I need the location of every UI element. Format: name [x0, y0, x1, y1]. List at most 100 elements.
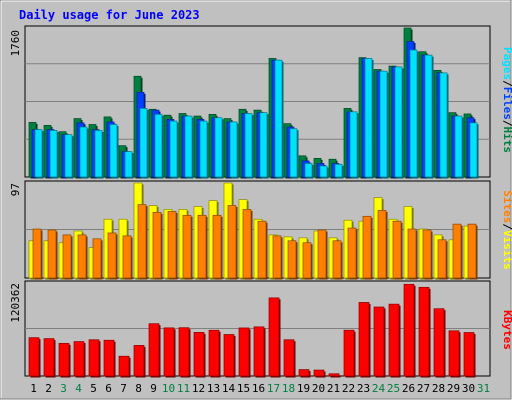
bar-kbytes-day-26	[403, 283, 415, 377]
bar-sites-day-9	[152, 212, 162, 279]
x-tick-label-day-16: 16	[252, 382, 265, 395]
legend-entry-visits: Visits	[501, 230, 512, 270]
bar-sites-day-24	[377, 210, 387, 279]
x-tick-label-day-25: 25	[387, 382, 400, 395]
x-tick-label-day-19: 19	[297, 382, 310, 395]
bar-kbytes-day-7	[118, 355, 130, 377]
bar-kbytes-day-20	[313, 369, 325, 377]
bar-kbytes-day-28	[433, 308, 445, 377]
bar-pages-day-1	[34, 129, 43, 178]
x-tick-label-day-12: 12	[192, 382, 205, 395]
x-tick-label-day-15: 15	[237, 382, 250, 395]
bar-kbytes-day-21-shadow	[330, 375, 341, 378]
bar-sites-day-23	[362, 215, 372, 279]
bar-pages-day-18	[289, 128, 298, 178]
bar-kbytes-day-12	[193, 331, 205, 377]
bar-sites-day-4	[77, 234, 87, 279]
bar-sites-day-3	[62, 234, 72, 279]
bar-pages-day-11	[184, 115, 193, 178]
legend-separator: /	[501, 223, 512, 230]
bar-pages-day-14	[229, 121, 238, 178]
plot-layer: 1760Pages/Files/Hits97Sites/Visits120362…	[9, 25, 512, 395]
bar-pages-day-17	[274, 59, 283, 178]
bar-pages-day-28	[439, 72, 448, 178]
bar-sites-day-11	[182, 214, 192, 279]
bar-pages-day-21	[334, 163, 343, 178]
x-tick-label-day-29: 29	[447, 382, 460, 395]
legend-visits-sites: Sites/Visits	[501, 190, 512, 270]
bar-pages-day-13	[214, 117, 223, 178]
bar-sites-day-14	[227, 205, 237, 279]
legend-kbytes: KBytes	[501, 310, 512, 350]
bar-sites-day-19	[302, 242, 312, 279]
bar-sites-day-6	[107, 232, 117, 279]
bar-sites-day-2	[47, 229, 57, 279]
bar-sites-day-15	[242, 209, 252, 279]
bar-sites-day-17	[272, 235, 282, 279]
bar-pages-day-7	[124, 151, 133, 178]
bar-pages-day-15	[244, 113, 253, 178]
bar-pages-day-27	[424, 54, 433, 178]
y-max-label-kbytes: 120362	[9, 283, 22, 323]
bar-sites-day-13	[212, 214, 222, 279]
x-tick-label-day-24: 24	[372, 382, 386, 395]
bar-kbytes-day-4	[73, 341, 85, 377]
bar-sites-day-16	[257, 220, 267, 279]
x-tick-label-day-27: 27	[417, 382, 430, 395]
bar-pages-day-10	[169, 120, 178, 178]
x-tick-label-day-7: 7	[120, 382, 127, 395]
bar-kbytes-day-21	[328, 373, 340, 377]
bar-pages-day-20	[319, 165, 328, 178]
legend-entry-pages: Pages	[501, 47, 512, 80]
bar-kbytes-day-5	[88, 339, 100, 377]
x-tick-label-day-2: 2	[45, 382, 52, 395]
bar-pages-day-12	[199, 120, 208, 178]
x-tick-label-day-1: 1	[30, 382, 37, 395]
legend-entry-files: Files	[501, 87, 512, 120]
x-tick-label-day-3: 3	[60, 382, 67, 395]
x-tick-label-day-30: 30	[462, 382, 475, 395]
bar-sites-day-25	[392, 220, 402, 279]
bar-sites-day-29	[452, 223, 462, 279]
bar-kbytes-day-27	[418, 286, 430, 377]
bar-kbytes-day-15	[238, 327, 250, 377]
bar-pages-day-6	[109, 124, 118, 178]
legend-hits-files-pages: Pages/Files/Hits	[501, 47, 512, 153]
bar-kbytes-day-24	[373, 306, 385, 377]
x-tick-label-day-22: 22	[342, 382, 355, 395]
bar-sites-day-1	[32, 228, 42, 279]
bar-pages-day-2	[49, 130, 58, 178]
bar-sites-day-7	[122, 235, 132, 279]
bar-kbytes-day-25	[388, 303, 400, 377]
legend-separator: /	[501, 80, 512, 87]
bar-pages-day-30	[469, 122, 478, 178]
x-tick-label-day-10: 10	[162, 382, 175, 395]
bar-kbytes-day-10	[163, 327, 175, 377]
bar-kbytes-day-13	[208, 329, 220, 377]
x-tick-label-day-8: 8	[135, 382, 142, 395]
legend-entry-sites: Sites	[501, 190, 512, 223]
x-tick-label-day-31: 31	[477, 382, 490, 395]
legend-entry-kbytes: KBytes	[501, 310, 512, 350]
y-max-label-visits-sites: 97	[9, 183, 22, 196]
bar-pages-day-29	[454, 115, 463, 178]
bar-kbytes-day-3	[58, 342, 70, 377]
bar-pages-day-3	[64, 134, 73, 178]
bar-kbytes-day-30	[463, 332, 475, 377]
bar-kbytes-day-29	[448, 330, 460, 377]
bar-pages-day-9	[154, 114, 163, 178]
bar-sites-day-30	[467, 223, 477, 279]
bar-sites-day-27	[422, 229, 432, 279]
bar-pages-day-25	[394, 66, 403, 178]
bar-kbytes-day-17	[268, 297, 280, 377]
x-tick-label-day-11: 11	[177, 382, 190, 395]
bar-pages-day-19	[304, 163, 313, 178]
bar-sites-day-18	[287, 240, 297, 279]
bar-pages-day-22	[349, 111, 358, 178]
bar-kbytes-day-6	[103, 339, 115, 377]
x-tick-label-day-13: 13	[207, 382, 220, 395]
x-tick-label-day-18: 18	[282, 382, 295, 395]
bar-sites-day-26	[407, 228, 417, 279]
